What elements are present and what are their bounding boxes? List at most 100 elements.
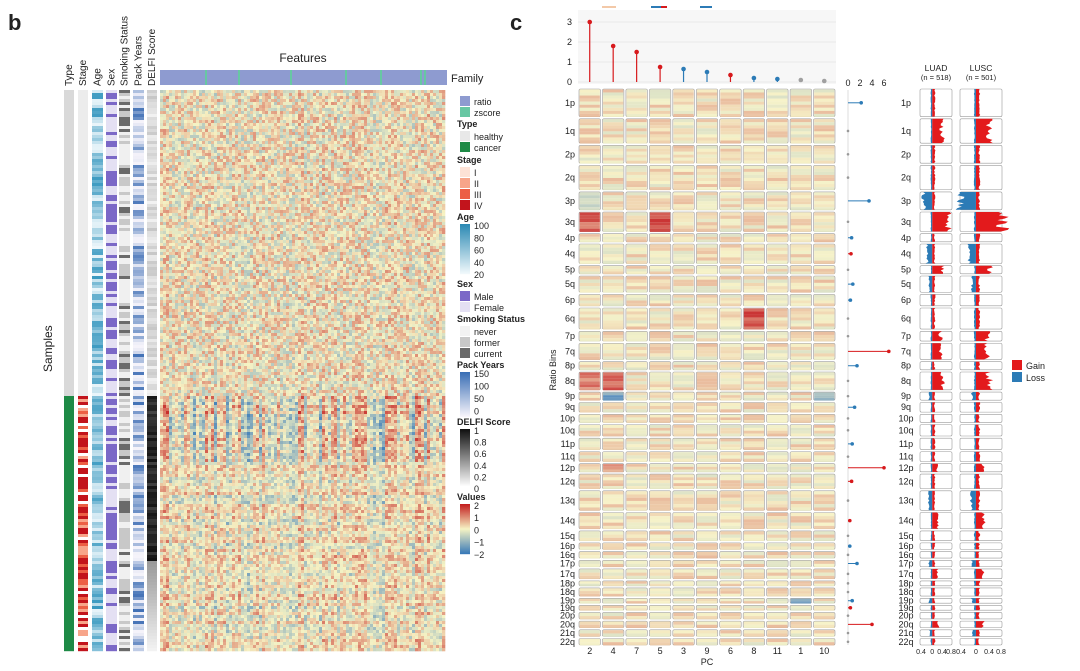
heatmap-cell (328, 120, 332, 124)
heatmap-cell (220, 147, 224, 151)
heatmap-cell (211, 189, 215, 193)
heatmap-cell (226, 189, 230, 193)
heatmap-cell (262, 93, 266, 97)
heatmap-cell (289, 132, 293, 136)
heatmap-cell (187, 90, 191, 94)
heatmap-cell (403, 147, 407, 151)
track-cell (133, 183, 144, 187)
track-cell (119, 519, 130, 523)
track-cell (92, 522, 103, 526)
heatmap-cell (220, 90, 224, 94)
heatmap-cell (220, 186, 224, 190)
heatmap-cell (235, 150, 239, 154)
heatmap-cell (259, 195, 263, 199)
heatmap-cell (442, 111, 446, 115)
heatmap-cell (328, 102, 332, 106)
heatmap-cell (220, 117, 224, 121)
heatmap-cell (316, 132, 320, 136)
heatmap-cell (187, 147, 191, 151)
heatmap-cell (334, 165, 338, 169)
heatmap-cell (361, 93, 365, 97)
heatmap-cell (235, 144, 239, 148)
heatmap-cell (187, 189, 191, 193)
track-cell (64, 465, 74, 469)
track-cell (106, 525, 117, 529)
track-cell (92, 441, 103, 445)
heatmap-cell (361, 177, 365, 181)
heatmap-cell (196, 126, 200, 130)
heatmap-cell (418, 189, 422, 193)
heatmap-cell (163, 153, 167, 157)
heatmap-cell (181, 96, 185, 100)
heatmap-cell (187, 165, 191, 169)
heatmap-cell (388, 111, 392, 115)
heatmap-cell (166, 186, 170, 190)
track-cell (78, 348, 88, 352)
track-cell (106, 261, 117, 265)
heatmap-cell (190, 111, 194, 115)
track-cell (147, 591, 157, 595)
heatmap-cell (223, 195, 227, 199)
heatmap-cell (226, 114, 230, 118)
heatmap-cell (361, 189, 365, 193)
heatmap-cell (196, 177, 200, 181)
track-cell (64, 570, 74, 574)
heatmap-cell (376, 138, 380, 142)
heatmap-cell (241, 201, 245, 205)
heatmap-cell (178, 204, 182, 208)
heatmap-cell (442, 129, 446, 133)
track-cell (78, 102, 88, 106)
heatmap-cell (181, 177, 185, 181)
heatmap-cell (403, 135, 407, 139)
heatmap-cell (199, 150, 203, 154)
track-cell (106, 471, 117, 475)
track-cell (147, 618, 157, 622)
track-cell (64, 543, 74, 547)
track-cell (78, 285, 88, 289)
track-cell (106, 150, 117, 154)
track-cell (78, 291, 88, 295)
heatmap-cell (358, 120, 362, 124)
heatmap-cell (427, 93, 431, 97)
heatmap-cell (307, 162, 311, 166)
heatmap-cell (175, 111, 179, 115)
heatmap-cell (340, 186, 344, 190)
heatmap-cell (169, 141, 173, 145)
heatmap-cell (244, 159, 248, 163)
heatmap-cell (379, 141, 383, 145)
heatmap-cell (328, 171, 332, 175)
track-cell (64, 195, 74, 199)
track-cell (147, 444, 157, 448)
heatmap-cell (349, 165, 353, 169)
heatmap-cell (196, 93, 200, 97)
track-cell (119, 258, 130, 262)
track-cell (106, 540, 117, 544)
heatmap-cell (184, 195, 188, 199)
family-bar-zscore (238, 70, 240, 85)
heatmap-cell (277, 111, 281, 115)
heatmap-cell (349, 117, 353, 121)
track-cell (147, 132, 157, 136)
heatmap-cell (208, 141, 212, 145)
track-cell (106, 195, 117, 199)
track-label-1: Stage (78, 59, 89, 86)
heatmap-cell (196, 156, 200, 160)
heatmap-cell (430, 174, 434, 178)
heatmap-cell (166, 204, 170, 208)
heatmap-cell (199, 129, 203, 133)
heatmap-cell (238, 111, 242, 115)
heatmap-cell (340, 117, 344, 121)
heatmap-cell (331, 195, 335, 199)
heatmap-cell (427, 165, 431, 169)
heatmap-cell (181, 159, 185, 163)
heatmap-cell (169, 114, 173, 118)
track-cell (64, 432, 74, 436)
track-cell (133, 180, 144, 184)
heatmap-cell (409, 195, 413, 199)
track-cell (92, 138, 103, 142)
track-cell (64, 138, 74, 142)
heatmap-cell (418, 93, 422, 97)
heatmap-cell (289, 180, 293, 184)
heatmap-cell (307, 159, 311, 163)
heatmap-cell (370, 120, 374, 124)
